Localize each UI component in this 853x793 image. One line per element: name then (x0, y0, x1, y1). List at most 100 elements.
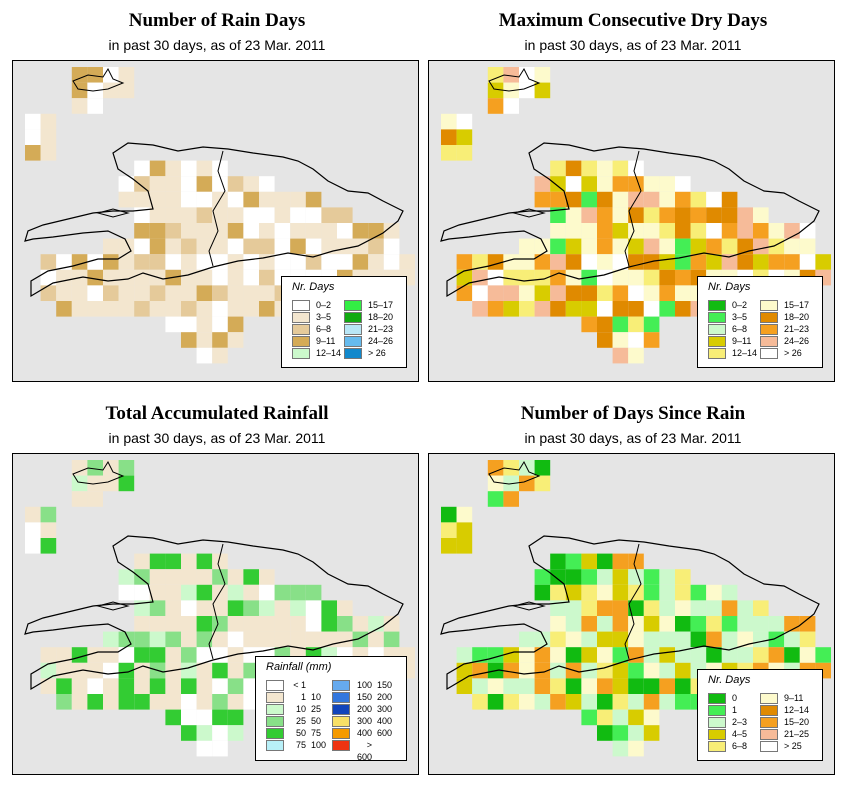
grid-cell (181, 238, 197, 255)
legend-swatch (344, 336, 362, 347)
grid-cell (196, 631, 213, 648)
grid-cell (581, 254, 597, 270)
grid-cell (134, 694, 150, 710)
grid-cell (721, 584, 738, 601)
grid-cell (675, 223, 691, 239)
grid-cell (503, 647, 519, 663)
grid-cell (227, 631, 244, 648)
legend-swatch (266, 680, 284, 691)
grid-cell (259, 616, 275, 632)
grid-cell (149, 176, 166, 192)
grid-cell (243, 238, 259, 255)
grid-cell (71, 678, 88, 694)
grid-cell (165, 678, 181, 694)
grid-cell (227, 238, 244, 255)
grid-cell (71, 254, 88, 270)
grid-cell (690, 647, 707, 663)
grid-cell (305, 223, 322, 239)
grid-cell (612, 584, 629, 601)
grid-cell (274, 223, 291, 239)
grid-cell (799, 647, 816, 663)
grid-cell (612, 285, 629, 301)
grid-cell (259, 238, 275, 255)
legend-label: 6–8 (732, 741, 748, 751)
legend: Nr. Days 0–2 3–5 6–8 9–11 12–14 15–17 18… (281, 276, 407, 368)
grid-cell (643, 301, 660, 317)
grid-cell (753, 207, 769, 223)
legend-swatch (760, 693, 778, 704)
grid-cell (753, 238, 769, 255)
grid-cell (196, 740, 213, 757)
grid-cell (134, 662, 150, 679)
legend-label: 6–8 (732, 324, 748, 334)
grid-cell (212, 160, 228, 177)
grid-cell (352, 616, 369, 632)
grid-cell (456, 129, 473, 145)
panel-title: Number of Rain Days (128, 10, 306, 31)
grid-cell (550, 191, 566, 208)
grid-cell (181, 709, 197, 726)
legend-swatch (332, 680, 350, 691)
grid-cell (534, 678, 551, 694)
grid-cell (274, 254, 291, 270)
legend-swatch (760, 705, 778, 716)
coastline (24, 535, 404, 691)
grid-cell (243, 223, 259, 239)
legend-label: > 26 (368, 348, 386, 358)
grid-cell (675, 678, 691, 694)
grid-cell (103, 647, 119, 663)
grid-cell (706, 647, 722, 663)
grid-cell (196, 647, 213, 663)
grid-cell (659, 191, 675, 208)
grid-cell (337, 616, 353, 632)
grid-cell (227, 584, 244, 601)
legend-swatch (760, 741, 778, 752)
panel-subtitle: in past 30 days, as of 23 Mar. 2011 (108, 37, 326, 53)
grid-cell (227, 316, 244, 333)
grid-cell (118, 584, 135, 601)
grid-cell (534, 475, 551, 492)
grid-cell (103, 678, 119, 694)
grid-cell (628, 269, 644, 286)
grid-cell (56, 647, 72, 663)
grid-cell (212, 569, 228, 585)
grid-cell (149, 254, 166, 270)
grid-cell (134, 191, 150, 208)
grid-cell (706, 616, 722, 632)
grid-cell (87, 67, 103, 83)
grid-cell (581, 301, 597, 317)
grid-cell (784, 631, 800, 648)
grid-cell (534, 694, 551, 710)
grid-cell (118, 475, 135, 492)
grid-cell (118, 569, 135, 585)
legend-swatch (760, 312, 778, 323)
grid-cell (212, 316, 228, 333)
grid-cell (118, 67, 135, 83)
grid-cell (196, 694, 213, 710)
grid-cell (196, 254, 213, 270)
grid-cell (628, 176, 644, 192)
grid-cell (706, 207, 722, 223)
grid-cell (87, 269, 103, 286)
grid-cell (706, 600, 722, 616)
grid-cell (721, 254, 738, 270)
grid-cell (487, 254, 504, 270)
legend-swatch (760, 348, 778, 359)
grid-cell (737, 631, 753, 648)
grid-cell (118, 191, 135, 208)
grid-cell (227, 569, 244, 585)
grid-cell (550, 616, 566, 632)
legend-swatch (344, 348, 362, 359)
grid-cell (181, 176, 197, 192)
grid-cell (181, 285, 197, 301)
legend-swatch (708, 717, 726, 728)
grid-cell (690, 254, 707, 270)
grid-cell (212, 600, 228, 616)
legend-label: 21–23 (784, 324, 810, 334)
grid-cell (321, 616, 337, 632)
map-max-dry-days: Nr. Days 0–2 3–5 6–8 9–11 12–14 15–17 18… (428, 60, 835, 382)
grid-cell (243, 254, 259, 270)
grid-cell (675, 176, 691, 192)
legend-label: 24–26 (784, 336, 810, 346)
grid-cell (597, 678, 613, 694)
